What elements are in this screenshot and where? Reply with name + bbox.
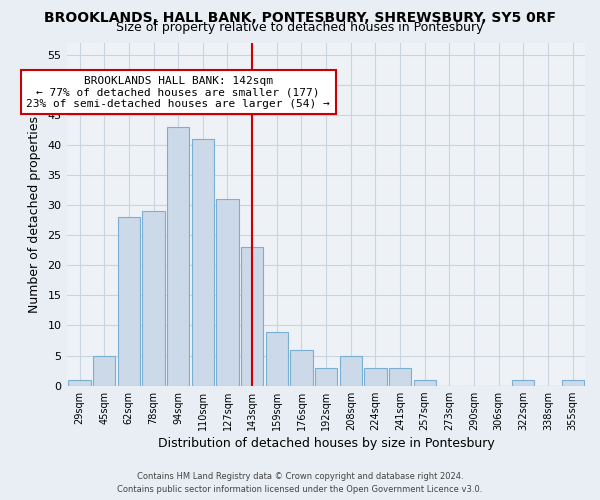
Bar [167, 127, 189, 386]
Bar [364, 368, 386, 386]
Text: BROOKLANDS, HALL BANK, PONTESBURY, SHREWSBURY, SY5 0RF: BROOKLANDS, HALL BANK, PONTESBURY, SHREW… [44, 11, 556, 25]
Bar [512, 380, 535, 386]
Text: BROOKLANDS HALL BANK: 142sqm
← 77% of detached houses are smaller (177)
23% of s: BROOKLANDS HALL BANK: 142sqm ← 77% of de… [26, 76, 330, 109]
Bar [290, 350, 313, 386]
Bar [413, 380, 436, 386]
Bar [340, 356, 362, 386]
Bar [389, 368, 411, 386]
Bar [68, 380, 91, 386]
Text: Contains HM Land Registry data © Crown copyright and database right 2024.
Contai: Contains HM Land Registry data © Crown c… [118, 472, 482, 494]
Bar [217, 199, 239, 386]
Bar [93, 356, 115, 386]
Bar [562, 380, 584, 386]
Bar [266, 332, 288, 386]
X-axis label: Distribution of detached houses by size in Pontesbury: Distribution of detached houses by size … [158, 437, 494, 450]
Bar [315, 368, 337, 386]
Y-axis label: Number of detached properties: Number of detached properties [28, 116, 41, 312]
Bar [241, 247, 263, 386]
Bar [192, 139, 214, 386]
Bar [142, 211, 164, 386]
Text: Size of property relative to detached houses in Pontesbury: Size of property relative to detached ho… [116, 22, 484, 35]
Bar [118, 217, 140, 386]
